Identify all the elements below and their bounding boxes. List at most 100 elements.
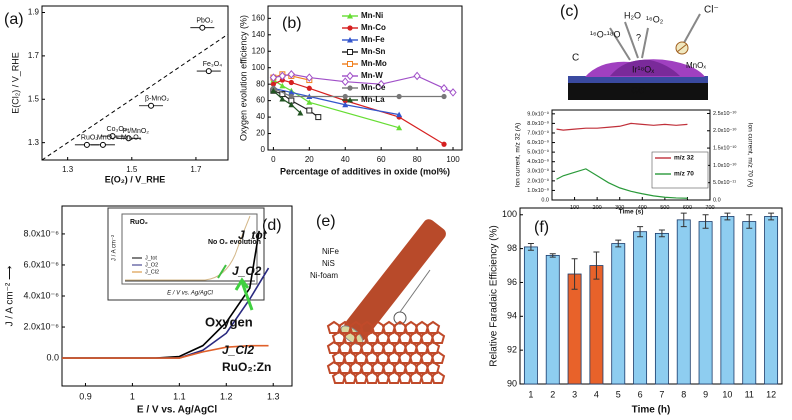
y-tick-label: 2.0x10⁻⁶ bbox=[24, 321, 60, 331]
point-label: MnO₂+ Mn₂O₃ bbox=[97, 135, 142, 142]
mesh bbox=[386, 370, 402, 384]
point bbox=[342, 101, 349, 108]
x-tick-label: 9 bbox=[703, 389, 708, 399]
point bbox=[125, 135, 132, 142]
y-axis-label: Relative Faradaic Efficiency (%) bbox=[489, 225, 500, 367]
species-label: ¹⁶O-¹⁸O bbox=[590, 29, 621, 39]
arrow bbox=[641, 27, 649, 59]
legend-marker bbox=[347, 25, 353, 31]
point bbox=[270, 81, 276, 87]
error-bar bbox=[746, 214, 753, 229]
y-tick-label: 7.0x10⁻⁹ bbox=[527, 129, 549, 136]
point bbox=[441, 141, 447, 147]
point bbox=[288, 93, 294, 100]
y-axis-label: Oxygen evolution efficiency (%) bbox=[238, 15, 248, 141]
y-axis-label: Ion current, m/z 32 (A) bbox=[515, 123, 522, 188]
y-tick-label: 1.7 bbox=[28, 51, 40, 60]
y-tick-label: 9.0x10⁻⁹ bbox=[527, 110, 549, 117]
x-tick-label: 1 bbox=[130, 391, 135, 401]
x-axis-label: Time (s) bbox=[619, 209, 644, 216]
y-tick-label: 8.0x10⁻⁶ bbox=[24, 228, 60, 238]
y-tick-label: 1.3 bbox=[28, 138, 40, 147]
x-tick-label: 1.3 bbox=[62, 165, 74, 174]
x-tick-label: 1.2 bbox=[220, 391, 233, 401]
x-tick-label: 0 bbox=[271, 155, 276, 164]
arrow bbox=[609, 27, 631, 61]
panel-label: (b) bbox=[282, 15, 302, 32]
inset-arrow bbox=[217, 264, 227, 279]
error-bar bbox=[768, 212, 775, 221]
error-bar bbox=[615, 239, 622, 248]
legend-label: Mn-Ce bbox=[361, 83, 386, 92]
point bbox=[83, 141, 90, 148]
y2-axis-label: Ion current, m/z 70 (A) bbox=[746, 123, 753, 188]
y-tick-label: 96 bbox=[507, 277, 517, 287]
schematic-c: ¹⁶O-¹⁸O H₂O ¹⁶O₂ ? Cl⁻ C Ir¹⁸Oₓ MnOₓ GC … bbox=[560, 3, 719, 100]
y-tick-label: 80 bbox=[256, 79, 265, 88]
legend-label: Mn-Mo bbox=[361, 59, 387, 68]
legend-label: Mn-W bbox=[361, 71, 383, 80]
point bbox=[440, 84, 448, 93]
inset-legend-label: J_Cl2 bbox=[145, 269, 159, 275]
error-bar bbox=[680, 212, 687, 228]
x-axis-label: E(O₂) / V_RHE bbox=[105, 174, 166, 184]
y-tick-label: 1.0x10⁻⁹ bbox=[527, 187, 549, 194]
point bbox=[99, 141, 106, 148]
point bbox=[377, 79, 385, 89]
legend-marker bbox=[347, 85, 353, 91]
x-tick-label: 0.9 bbox=[79, 391, 92, 401]
y-tick-label: 90 bbox=[507, 378, 517, 388]
point bbox=[413, 71, 421, 81]
point bbox=[342, 93, 348, 100]
y-tick-label: 160 bbox=[252, 13, 266, 22]
mesh bbox=[408, 370, 424, 384]
point bbox=[441, 93, 447, 100]
error-bar bbox=[549, 253, 556, 258]
x-tick-label: 6 bbox=[638, 389, 643, 399]
inset-legend-label: J_O2 bbox=[145, 262, 158, 268]
point bbox=[396, 111, 403, 118]
ir-oxide bbox=[610, 59, 680, 76]
y-tick-label: 140 bbox=[252, 30, 266, 39]
y-tick-label: 100 bbox=[252, 63, 266, 72]
point bbox=[269, 73, 278, 82]
legend-marker bbox=[346, 71, 354, 81]
x-axis-label: E / V vs. Ag/AgCl bbox=[137, 405, 217, 416]
mesh bbox=[425, 360, 441, 374]
bar bbox=[764, 216, 779, 385]
x-tick-label: 40 bbox=[341, 155, 350, 164]
mesh bbox=[430, 370, 446, 384]
layer-label: GC bbox=[631, 85, 645, 95]
x-tick-label: 60 bbox=[377, 155, 386, 164]
y-tick-label: 0.0 bbox=[46, 352, 59, 362]
point bbox=[109, 133, 116, 140]
bar bbox=[720, 216, 735, 385]
error-bar bbox=[527, 243, 534, 251]
y-tick-label: 98 bbox=[507, 243, 517, 253]
species-label: ? bbox=[636, 32, 641, 42]
annotation: Oxygen bbox=[205, 314, 253, 329]
panel-label: (f) bbox=[534, 219, 549, 236]
point-label: RuO₂ bbox=[81, 135, 98, 142]
x-tick-label: 12 bbox=[766, 389, 776, 399]
series-line bbox=[556, 122, 688, 131]
schematic-e: (e) NiFe NiS Ni-foam bbox=[310, 213, 446, 384]
y-tick-label: 94 bbox=[507, 311, 517, 321]
point bbox=[288, 101, 295, 108]
bar bbox=[698, 221, 713, 385]
y-tick-label: 2.0x10⁻⁹ bbox=[527, 177, 549, 184]
plot-frame bbox=[519, 207, 783, 385]
identity-line bbox=[41, 33, 229, 161]
x-tick-label: 10 bbox=[722, 389, 732, 399]
x-tick-label: 1.1 bbox=[173, 391, 186, 401]
point-label: Co₃O₄ bbox=[107, 126, 127, 133]
point bbox=[279, 82, 286, 89]
gc-electrode bbox=[568, 82, 708, 100]
x-tick-label: 1 bbox=[528, 389, 533, 399]
plot-frame bbox=[551, 109, 711, 201]
legend-marker bbox=[347, 61, 353, 67]
species-label: C bbox=[572, 53, 579, 64]
annotation: RuO₂:Zn bbox=[222, 360, 271, 374]
y-tick-label: 4.0x10⁻⁶ bbox=[24, 290, 60, 300]
